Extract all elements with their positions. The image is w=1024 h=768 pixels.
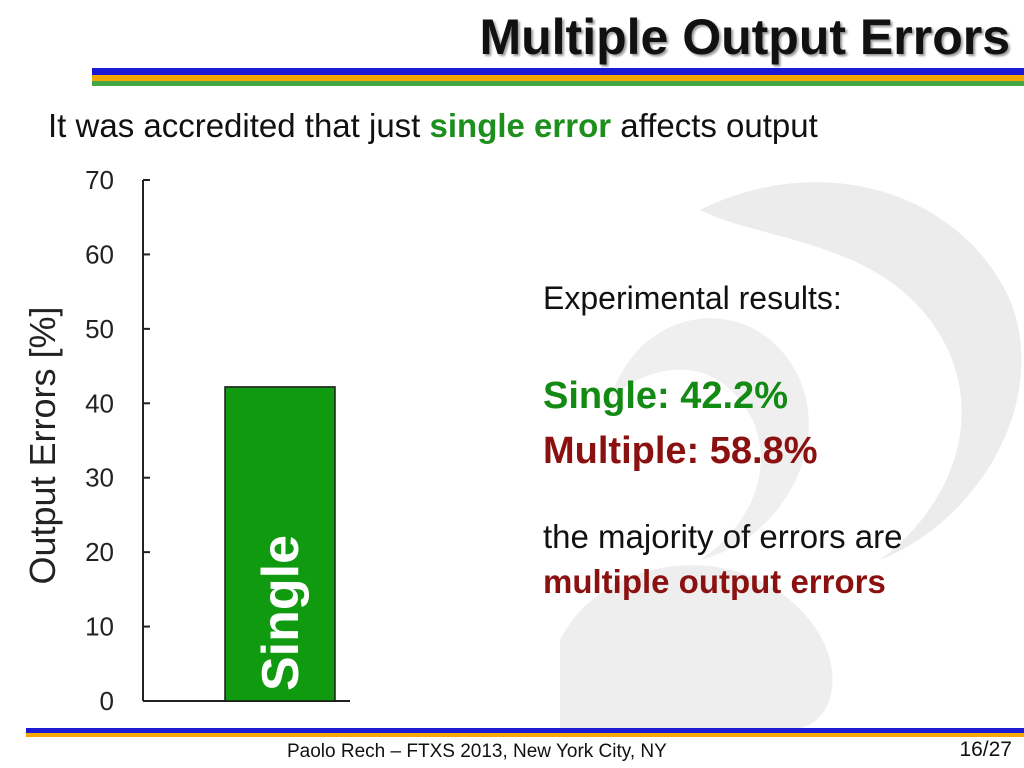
subtitle-text-post: affects output (611, 107, 818, 144)
multiple-stat: Multiple: 58.8% (543, 430, 818, 472)
conclusion-line-1: the majority of errors are (543, 518, 903, 555)
y-tick-label: 30 (85, 463, 114, 493)
subtitle-text-pre: It was accredited that just (48, 107, 430, 144)
footer-rule-orange (26, 733, 1024, 737)
y-tick-label: 70 (85, 165, 114, 195)
footer-text: Paolo Rech – FTXS 2013, New York City, N… (287, 741, 667, 762)
slide-title: Multiple Output Errors (479, 9, 1010, 65)
slide-subtitle: It was accredited that just single error… (48, 107, 818, 145)
bar-single (224, 386, 336, 702)
page-number: 16/27 (959, 738, 1012, 761)
single-stat: Single: 42.2% (543, 375, 788, 417)
title-rule-green (92, 81, 1024, 86)
conclusion-line-2: multiple output errors (543, 563, 886, 600)
results-label: Experimental results: (543, 280, 842, 316)
y-tick-label: 0 (100, 686, 114, 716)
y-axis-label: Output Errors [%] (22, 306, 63, 584)
y-tick-label: 20 (85, 537, 114, 567)
y-tick-label: 60 (85, 239, 114, 269)
y-tick-label: 10 (85, 612, 114, 642)
output-errors-chart: 0 10 20 30 40 50 60 70 Output Errors [%] Single (22, 165, 350, 716)
footer-rule-blue (26, 728, 1024, 733)
title-rule-orange (92, 75, 1024, 81)
title-rule-blue (92, 68, 1024, 75)
y-tick-label: 50 (85, 314, 114, 344)
subtitle-highlight: single error (429, 107, 612, 144)
y-tick-label: 40 (85, 388, 114, 418)
bar-label: Single (252, 535, 310, 691)
